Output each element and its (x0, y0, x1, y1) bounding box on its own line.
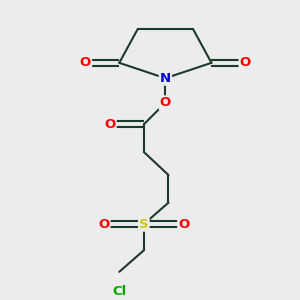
Text: O: O (178, 218, 189, 231)
Text: O: O (104, 118, 116, 131)
Text: O: O (98, 218, 110, 231)
Text: O: O (80, 56, 91, 69)
Text: S: S (139, 218, 149, 231)
Text: O: O (160, 96, 171, 109)
Text: Cl: Cl (112, 285, 126, 298)
Text: O: O (240, 56, 251, 69)
Text: N: N (160, 72, 171, 85)
